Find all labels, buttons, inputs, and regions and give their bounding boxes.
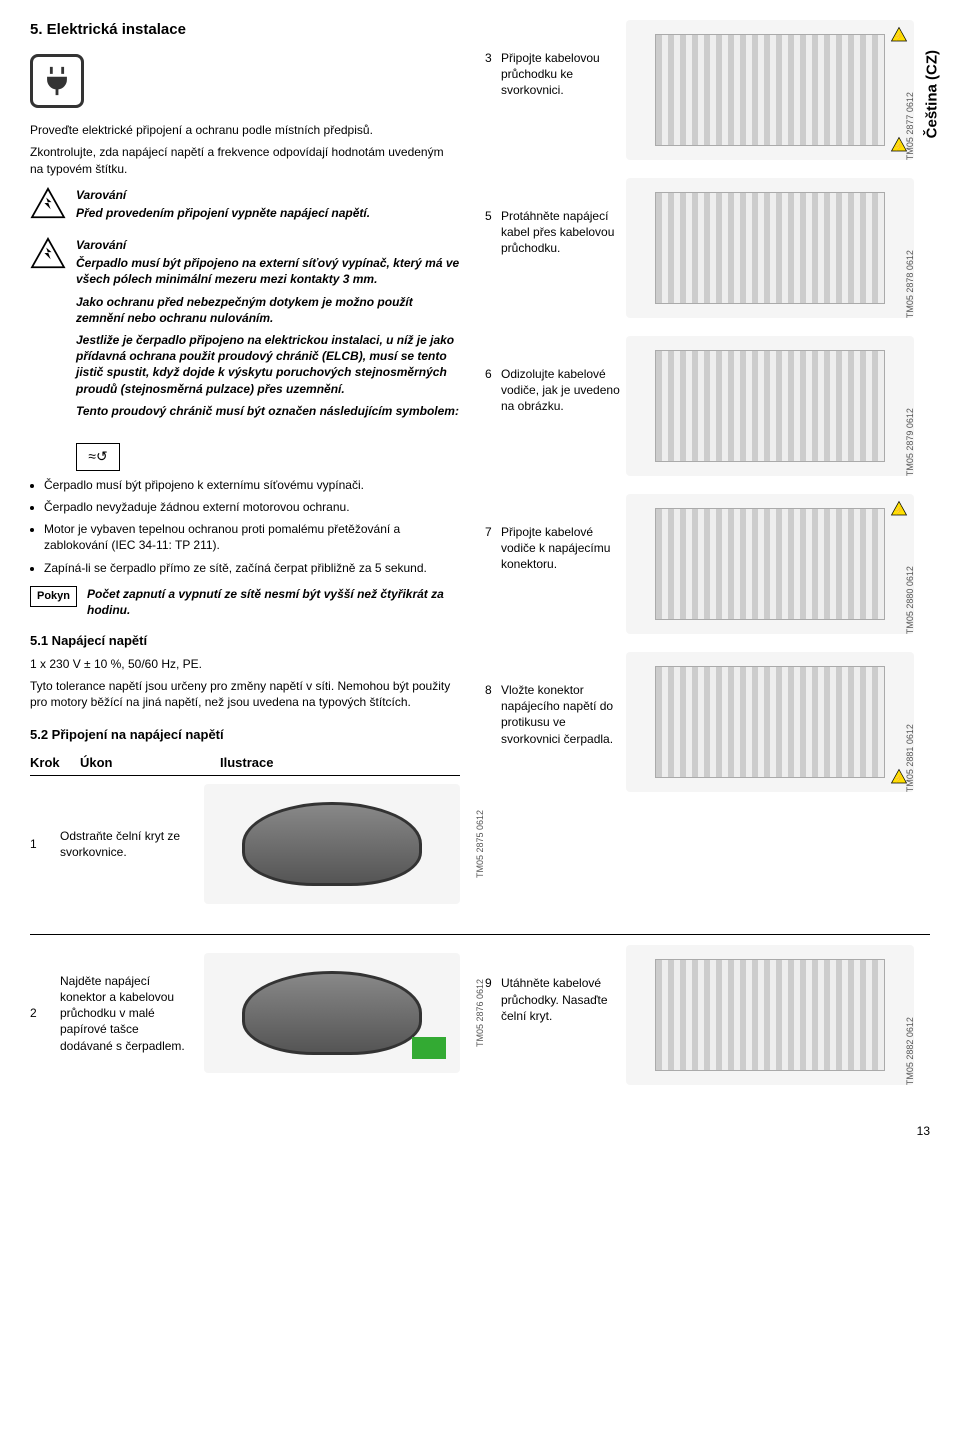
section-title: 5. Elektrická instalace bbox=[30, 20, 460, 40]
step8-num: 8 bbox=[485, 652, 501, 792]
th-ukon: Úkon bbox=[80, 750, 220, 776]
section-5-1-title: 5.1 Napájecí napětí bbox=[30, 632, 460, 650]
step6-text: Odizolujte kabelové vodiče, jak je uvede… bbox=[501, 336, 626, 476]
step5-caption: TM05 2878 0612 bbox=[904, 250, 916, 318]
step1-text: Odstraňte čelní kryt ze svorkovnice. bbox=[60, 828, 190, 860]
step1-num: 1 bbox=[30, 836, 46, 852]
page-number: 13 bbox=[30, 1123, 930, 1139]
intro-text-1: Proveďte elektrické připojení a ochranu … bbox=[30, 122, 460, 138]
th-illustration: Ilustrace bbox=[220, 750, 460, 776]
step8-illustration: ⚡ bbox=[626, 652, 914, 792]
elcb-symbol: ≈↺ bbox=[76, 443, 120, 471]
step9-num: 9 bbox=[485, 945, 501, 1085]
svg-text:⚡: ⚡ bbox=[894, 141, 904, 152]
svg-text:⚡: ⚡ bbox=[894, 505, 904, 516]
plug-icon bbox=[30, 54, 84, 108]
step3-caption: TM05 2877 0612 bbox=[904, 92, 916, 160]
bullet-2: Čerpadlo nevyžaduje žádnou externí motor… bbox=[44, 499, 460, 515]
step2-illustration bbox=[204, 953, 460, 1073]
warning1-body: Před provedením připojení vypněte napáje… bbox=[76, 206, 370, 220]
warning-icon bbox=[30, 237, 66, 425]
step3-num: 3 bbox=[485, 20, 501, 160]
step5-num: 5 bbox=[485, 178, 501, 318]
note-text: Počet zapnutí a vypnutí ze sítě nesmí bý… bbox=[87, 586, 460, 618]
step6-num: 6 bbox=[485, 336, 501, 476]
warning2-title: Varování bbox=[76, 237, 460, 253]
step6-illustration bbox=[626, 336, 914, 476]
bullet-3: Motor je vybaven tepelnou ochranou proti… bbox=[44, 521, 460, 553]
bullet-1: Čerpadlo musí být připojeno k externímu … bbox=[44, 477, 460, 493]
step7-illustration: ⚡ bbox=[626, 494, 914, 634]
hazard-icon: ⚡ bbox=[890, 500, 908, 518]
th-krok: Krok bbox=[30, 750, 80, 776]
step8-caption: TM05 2881 0612 bbox=[904, 724, 916, 792]
step2-text: Najděte napájecí konektor a kabelovou pr… bbox=[60, 973, 190, 1054]
voltage-spec: 1 x 230 V ± 10 %, 50/60 Hz, PE. bbox=[30, 656, 460, 672]
step9-text: Utáhněte kabelové průchodky. Nasaďte čel… bbox=[501, 945, 626, 1085]
bullet-4: Zapíná-li se čerpadlo přímo ze sítě, zač… bbox=[44, 560, 460, 576]
step7-caption: TM05 2880 0612 bbox=[904, 566, 916, 634]
warning2-p1: Čerpadlo musí být připojeno na externí s… bbox=[76, 256, 459, 286]
step9-caption: TM05 2882 0612 bbox=[904, 1017, 916, 1085]
step9-illustration bbox=[626, 945, 914, 1085]
step6-caption: TM05 2879 0612 bbox=[904, 408, 916, 476]
section-5-2-title: 5.2 Připojení na napájecí napětí bbox=[30, 726, 460, 744]
warning-icon bbox=[30, 187, 66, 223]
note-badge: Pokyn bbox=[30, 586, 77, 607]
step5-text: Protáhněte napájecí kabel přes kabelovou… bbox=[501, 178, 626, 318]
svg-text:⚡: ⚡ bbox=[894, 773, 904, 784]
step3-illustration: ⚡ ⚡ bbox=[626, 20, 914, 160]
warning2-p4: Tento proudový chránič musí být označen … bbox=[76, 404, 459, 418]
step7-num: 7 bbox=[485, 494, 501, 634]
warning2-p3: Jestliže je čerpadlo připojeno na elektr… bbox=[76, 333, 454, 396]
intro-text-2: Zkontrolujte, zda napájecí napětí a frek… bbox=[30, 144, 460, 176]
svg-text:⚡: ⚡ bbox=[894, 31, 904, 42]
step1-illustration bbox=[204, 784, 460, 904]
step7-text: Připojte kabelové vodiče k napájecímu ko… bbox=[501, 494, 626, 634]
step2-num: 2 bbox=[30, 1005, 46, 1021]
step3-text: Připojte kabelovou průchodku ke svorkovn… bbox=[501, 20, 626, 160]
hazard-icon: ⚡ bbox=[890, 26, 908, 44]
voltage-note: Tyto tolerance napětí jsou určeny pro zm… bbox=[30, 678, 460, 710]
warning1-title: Varování bbox=[76, 187, 460, 203]
step5-illustration bbox=[626, 178, 914, 318]
step8-text: Vložte konektor napájecího napětí do pro… bbox=[501, 652, 626, 792]
warning2-p2: Jako ochranu před nebezpečným dotykem je… bbox=[76, 295, 413, 325]
